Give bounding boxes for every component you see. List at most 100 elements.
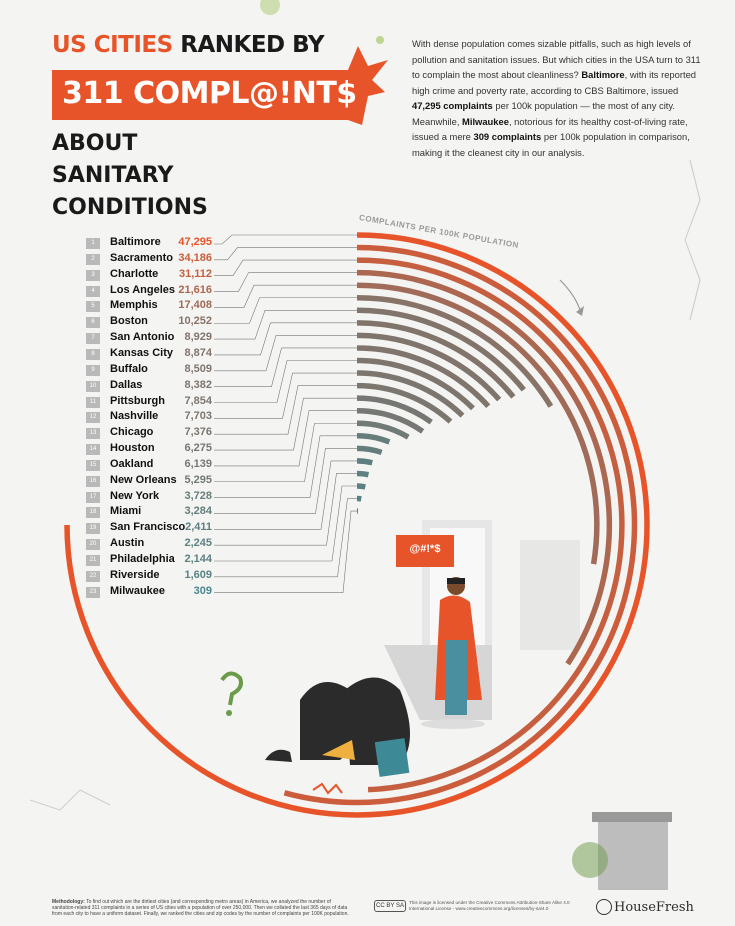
city-label: Houston bbox=[110, 442, 155, 455]
rank-badge: 5 bbox=[86, 301, 100, 313]
value-label: 8,929 bbox=[184, 331, 212, 344]
leader-line bbox=[214, 259, 357, 277]
leader-line bbox=[214, 410, 357, 467]
rank-badge: 4 bbox=[86, 285, 100, 297]
intro-bold-2: 47,295 complaints bbox=[412, 100, 493, 111]
intro-text-2: , with its reported high crime and pover… bbox=[412, 69, 697, 96]
value-label: 7,703 bbox=[184, 410, 212, 423]
housefresh-logo-icon bbox=[596, 899, 612, 915]
methodology-label: Methodology: bbox=[52, 899, 85, 905]
rank-badge: 22 bbox=[86, 570, 100, 582]
leader-line bbox=[214, 335, 357, 372]
value-label: 8,874 bbox=[184, 346, 212, 359]
intro-bold-3: Milwaukee bbox=[462, 115, 509, 127]
city-label: Riverside bbox=[110, 568, 160, 581]
city-label: Memphis bbox=[110, 299, 158, 312]
leader-line bbox=[214, 372, 357, 419]
bar-houston bbox=[356, 395, 433, 425]
rank-badge: 12 bbox=[86, 412, 100, 424]
city-label: Los Angeles bbox=[110, 283, 175, 296]
city-label: Charlotte bbox=[110, 267, 159, 280]
rank-badge: 10 bbox=[86, 380, 100, 392]
leader-line bbox=[214, 397, 357, 451]
bar-dallas bbox=[356, 345, 491, 409]
leader-line bbox=[214, 473, 357, 546]
radial-bars bbox=[64, 232, 650, 818]
bar-nashville bbox=[356, 370, 465, 418]
value-label: 309 bbox=[193, 584, 212, 597]
bar-oakland bbox=[356, 407, 425, 434]
rank-badge: 20 bbox=[86, 539, 100, 551]
intro-text-5: per 100k population in comparison, makin… bbox=[412, 131, 690, 158]
city-label: Milwaukee bbox=[110, 584, 166, 597]
city-label: Buffalo bbox=[110, 362, 148, 375]
intro-bold-1: Baltimore bbox=[581, 69, 625, 80]
intro-text-3: per 100k population — the most of any ci… bbox=[412, 100, 676, 127]
leader-line bbox=[214, 284, 357, 308]
leader-line bbox=[214, 385, 357, 435]
value-label: 1,609 bbox=[184, 568, 212, 581]
title-banner-text: 311 COMPL@!NT$ bbox=[62, 76, 357, 111]
city-label: San Antonio bbox=[110, 331, 175, 344]
city-label: Miami bbox=[110, 505, 142, 518]
rank-badge: 1 bbox=[86, 238, 100, 249]
cc-license-badge: CC BY SA bbox=[374, 900, 406, 912]
value-label: 6,275 bbox=[184, 442, 212, 455]
city-label: Sacramento bbox=[110, 251, 173, 264]
rank-badge: 8 bbox=[86, 348, 100, 360]
intro-bold-4: 309 complaints bbox=[473, 131, 542, 142]
bar-boston bbox=[356, 295, 554, 408]
rank-badge: 13 bbox=[86, 428, 100, 440]
city-label: New York bbox=[110, 489, 160, 502]
title-line-2a: ABOUT SANITARY bbox=[52, 131, 174, 188]
city-label: Baltimore bbox=[110, 236, 161, 248]
city-label: New Orleans bbox=[110, 473, 177, 486]
rank-badge: 14 bbox=[86, 444, 100, 456]
leader-line bbox=[214, 360, 357, 403]
value-label: 2,245 bbox=[184, 537, 212, 550]
rank-badge: 3 bbox=[86, 269, 100, 281]
city-label: Kansas City bbox=[110, 346, 173, 359]
leader-line bbox=[214, 297, 357, 324]
value-label: 10,252 bbox=[178, 315, 212, 328]
intro-text-1: With dense population comes sizable pitf… bbox=[412, 38, 701, 80]
license-text: This image is licensed under the Creativ… bbox=[409, 900, 570, 911]
bar-memphis bbox=[356, 282, 600, 565]
rank-badge: 2 bbox=[86, 253, 100, 265]
bar-san-francisco bbox=[356, 458, 373, 466]
rank-badge: 7 bbox=[86, 333, 100, 345]
bar-kansas-city bbox=[356, 320, 516, 399]
leader-line bbox=[214, 435, 357, 498]
bar-pittsburgh bbox=[356, 357, 475, 411]
leader-line bbox=[214, 309, 357, 340]
intro-paragraph: With dense population comes sizable pitf… bbox=[412, 36, 702, 160]
zigzag-decor bbox=[312, 782, 343, 795]
bar-charlotte bbox=[356, 257, 625, 793]
rank-badge: 15 bbox=[86, 459, 100, 471]
value-label: 6,139 bbox=[184, 457, 212, 470]
leader-line bbox=[214, 498, 357, 578]
rank-badge: 18 bbox=[86, 507, 100, 519]
value-label: 8,382 bbox=[184, 378, 212, 391]
rank-badge: 19 bbox=[86, 523, 100, 535]
value-label: 2,411 bbox=[185, 521, 212, 534]
title-red-part: US CITIES bbox=[52, 32, 173, 58]
rank-badge: 11 bbox=[86, 396, 100, 408]
leader-line bbox=[214, 322, 357, 356]
rank-badge: 9 bbox=[86, 364, 100, 376]
value-label: 2,144 bbox=[184, 553, 212, 565]
title-line-2: ABOUT SANITARY CONDITIONS bbox=[52, 128, 252, 224]
value-label: 7,376 bbox=[184, 426, 212, 439]
value-label: 31,112 bbox=[178, 267, 212, 280]
leader-line bbox=[214, 448, 357, 514]
title-banner-arrow bbox=[348, 46, 388, 125]
rank-badge: 17 bbox=[86, 491, 100, 503]
bar-buffalo bbox=[356, 332, 502, 402]
value-label: 5,295 bbox=[184, 473, 212, 486]
title-black-part: RANKED BY bbox=[180, 32, 325, 58]
leader-line bbox=[214, 347, 357, 387]
value-label: 7,854 bbox=[184, 394, 212, 407]
value-label: 3,728 bbox=[184, 489, 212, 502]
bar-chicago bbox=[356, 382, 453, 424]
bar-los-angeles bbox=[356, 269, 613, 666]
